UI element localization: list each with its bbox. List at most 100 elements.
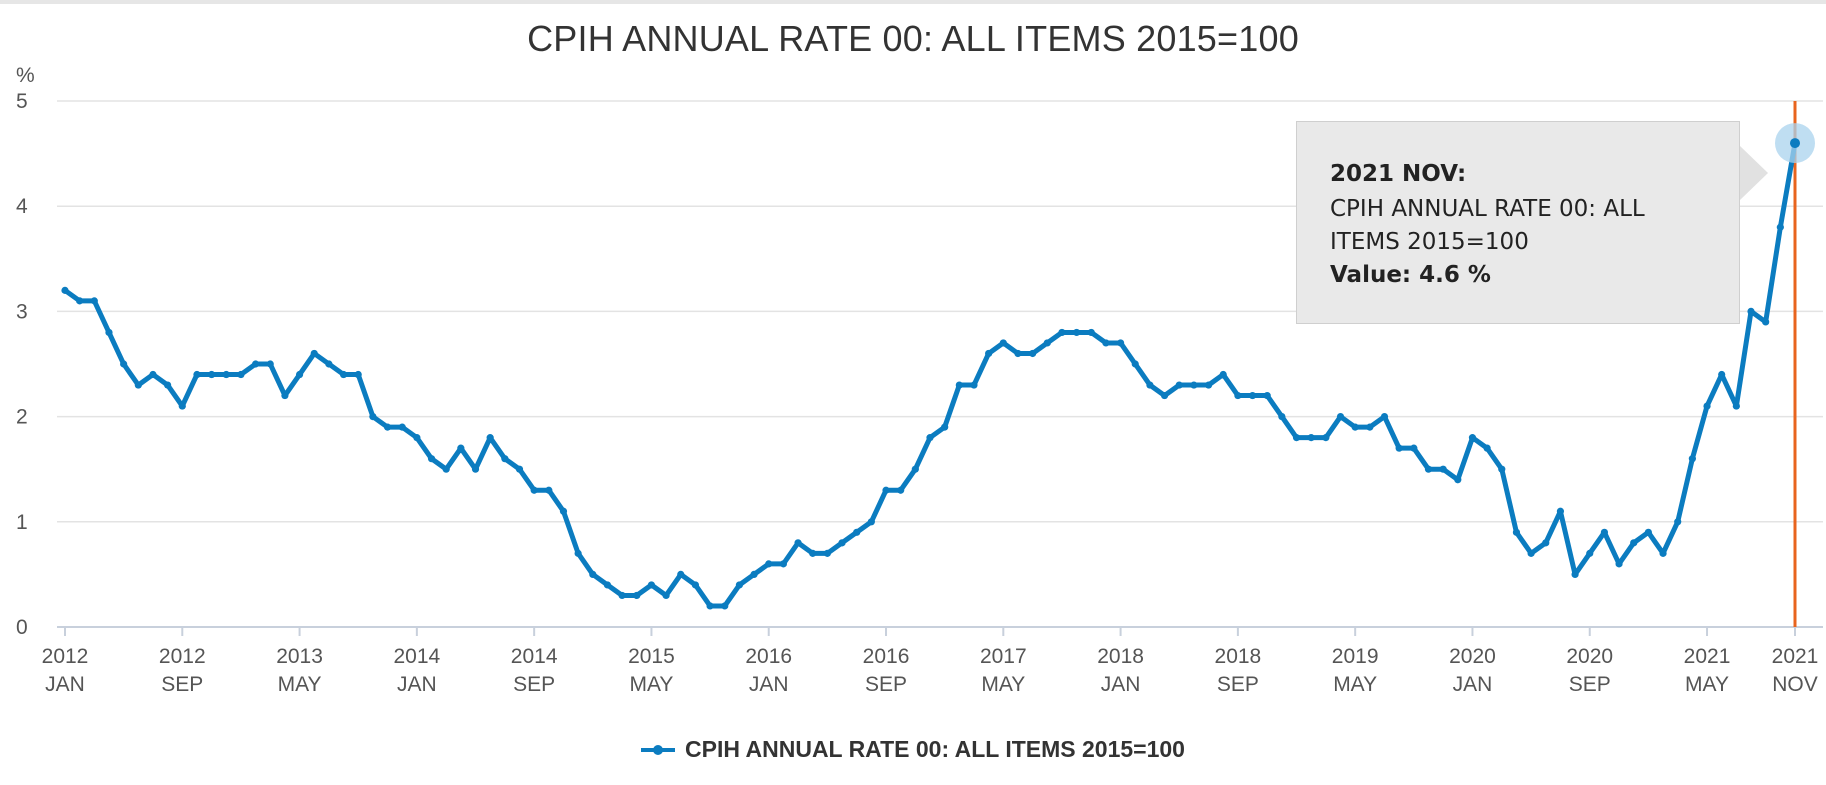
data-point[interactable] <box>1322 434 1330 442</box>
data-point[interactable] <box>1058 328 1066 337</box>
data-point[interactable] <box>193 370 201 379</box>
data-point[interactable] <box>427 455 436 463</box>
data-point[interactable] <box>750 570 758 579</box>
legend-label[interactable]: CPIH ANNUAL RATE 00: ALL ITEMS 2015=100 <box>685 736 1185 762</box>
data-point[interactable] <box>1248 391 1257 400</box>
data-point[interactable] <box>1747 307 1755 315</box>
data-point[interactable] <box>955 381 963 389</box>
data-point[interactable] <box>853 528 861 536</box>
data-point[interactable] <box>911 465 919 473</box>
data-point[interactable] <box>1190 381 1198 389</box>
data-point[interactable] <box>164 381 172 389</box>
data-point[interactable] <box>1571 570 1579 579</box>
data-point[interactable] <box>1527 549 1535 557</box>
data-point[interactable] <box>618 591 626 600</box>
data-point[interactable] <box>383 423 392 431</box>
data-point[interactable] <box>369 413 377 421</box>
data-point[interactable] <box>1644 528 1652 536</box>
data-point[interactable] <box>1542 539 1550 547</box>
data-point[interactable] <box>325 360 333 368</box>
data-point[interactable] <box>1410 444 1418 452</box>
data-point[interactable] <box>559 507 568 515</box>
data-point[interactable] <box>1380 413 1389 421</box>
data-point[interactable] <box>794 539 802 547</box>
data-point[interactable] <box>1718 370 1726 379</box>
data-point[interactable] <box>222 370 230 379</box>
data-point[interactable] <box>897 486 905 494</box>
data-point[interactable] <box>178 402 186 410</box>
data-point[interactable] <box>1762 318 1770 326</box>
data-point[interactable] <box>295 370 304 379</box>
data-point[interactable] <box>1732 402 1740 410</box>
data-point[interactable] <box>457 444 465 452</box>
data-point[interactable] <box>1014 349 1022 358</box>
data-point[interactable] <box>941 423 949 431</box>
data-point[interactable] <box>90 297 98 305</box>
data-point[interactable] <box>1468 434 1477 442</box>
data-point[interactable] <box>1424 465 1433 473</box>
data-point[interactable] <box>735 581 744 589</box>
data-point[interactable] <box>1219 370 1227 379</box>
data-point[interactable] <box>603 581 612 589</box>
data-point[interactable] <box>1674 518 1682 526</box>
data-point[interactable] <box>530 486 538 494</box>
data-point[interactable] <box>809 549 817 557</box>
data-point[interactable] <box>1395 444 1403 452</box>
data-point[interactable] <box>1586 549 1594 557</box>
data-point[interactable] <box>545 486 553 494</box>
data-point[interactable] <box>1087 328 1095 337</box>
data-point[interactable] <box>413 434 421 442</box>
data-point[interactable] <box>779 560 787 568</box>
data-point[interactable] <box>765 560 773 568</box>
legend[interactable]: CPIH ANNUAL RATE 00: ALL ITEMS 2015=100 <box>0 736 1826 763</box>
data-point[interactable] <box>339 370 348 379</box>
data-point[interactable] <box>398 423 406 431</box>
data-point[interactable] <box>310 349 318 358</box>
data-point[interactable] <box>1600 528 1609 536</box>
data-point[interactable] <box>1498 465 1506 473</box>
data-point[interactable] <box>1175 381 1183 389</box>
data-point[interactable] <box>1263 391 1271 400</box>
data-point[interactable] <box>442 465 450 473</box>
data-point[interactable] <box>1131 360 1139 368</box>
data-point[interactable] <box>1556 507 1565 515</box>
data-point[interactable] <box>589 570 597 579</box>
data-point[interactable] <box>266 360 274 368</box>
data-point[interactable] <box>1483 444 1491 452</box>
data-point[interactable] <box>281 391 289 400</box>
data-point[interactable] <box>149 370 157 379</box>
data-point[interactable] <box>677 570 685 579</box>
data-point[interactable] <box>1160 391 1169 400</box>
data-point[interactable] <box>208 370 216 379</box>
data-point[interactable] <box>882 486 890 494</box>
data-point[interactable] <box>574 549 582 557</box>
data-point[interactable] <box>1351 423 1359 431</box>
data-point[interactable] <box>647 581 656 589</box>
data-point[interactable] <box>134 381 142 389</box>
data-point[interactable] <box>354 370 362 379</box>
data-point[interactable] <box>471 465 480 473</box>
data-point[interactable] <box>1615 560 1623 568</box>
data-point[interactable] <box>486 434 494 442</box>
data-point[interactable] <box>76 297 84 305</box>
data-point[interactable] <box>1073 328 1081 337</box>
data-point[interactable] <box>61 286 69 294</box>
data-point[interactable] <box>867 518 875 526</box>
data-point[interactable] <box>999 339 1007 347</box>
data-point[interactable] <box>1336 413 1345 421</box>
data-point[interactable] <box>823 549 831 557</box>
data-point[interactable] <box>1102 339 1110 347</box>
data-point[interactable] <box>926 434 934 442</box>
data-point[interactable] <box>633 591 641 600</box>
data-point[interactable] <box>706 602 714 610</box>
data-point[interactable] <box>1630 539 1638 547</box>
data-point[interactable] <box>501 455 509 463</box>
data-point[interactable] <box>1278 413 1286 421</box>
data-point[interactable] <box>237 370 245 379</box>
data-point[interactable] <box>1204 381 1213 389</box>
data-point[interactable] <box>1292 434 1301 442</box>
highlight-point[interactable] <box>1790 138 1800 149</box>
data-point[interactable] <box>1512 528 1521 536</box>
highlight-point-group[interactable] <box>1775 123 1815 164</box>
data-point[interactable] <box>1043 339 1051 347</box>
